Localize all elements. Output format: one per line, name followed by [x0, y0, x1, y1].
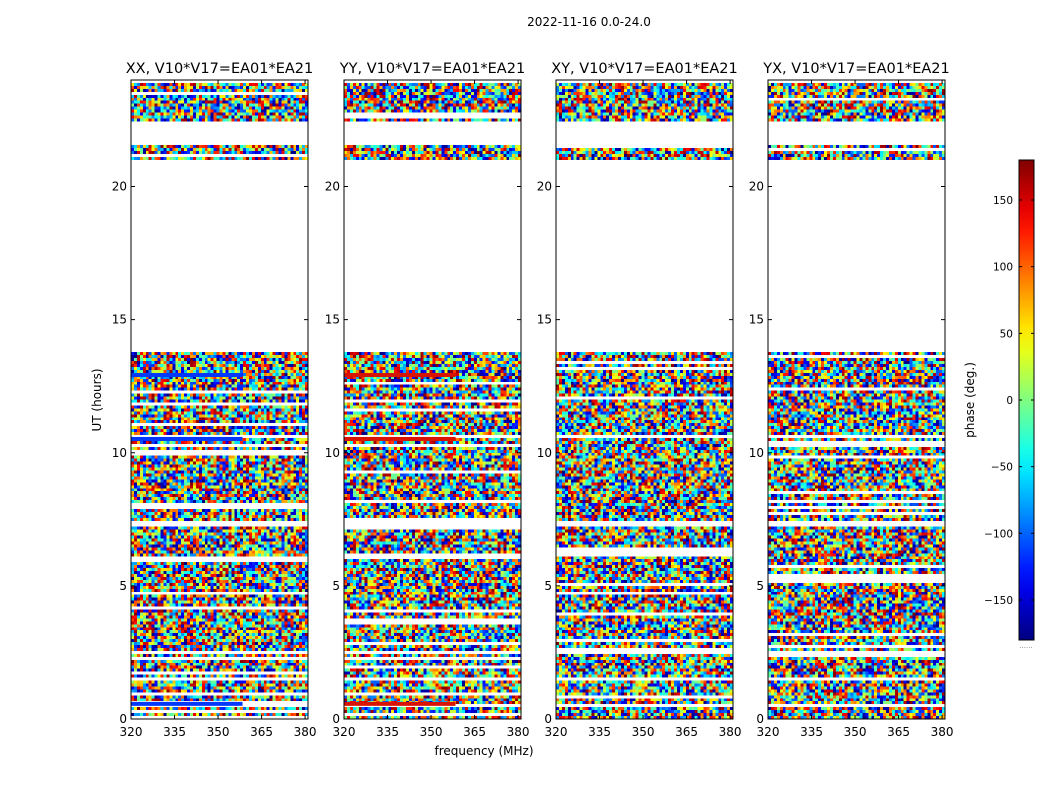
y-tick-label-2-3: 15 [537, 313, 552, 327]
colorbar-tick-label-3: 0 [1006, 395, 1013, 407]
panels: XX, V10*V17=EA01*EA21 320 335 350 365 380 0 5 10… [112, 61, 954, 739]
figure-title: 2022-11-16 0.0-24.0 [527, 15, 651, 29]
phase-band-0-0 [131, 436, 243, 441]
x-tick-label-2-4: 380 [719, 725, 742, 739]
y-tick-label-1-2: 10 [325, 446, 340, 460]
colorbar-tick-label-4: 50 [1000, 328, 1013, 340]
heatmap-image-1 [344, 80, 521, 719]
x-tick-label-3-3: 365 [887, 725, 910, 739]
phase-band-0-1 [131, 373, 243, 378]
axes-frame-1 [343, 79, 522, 720]
x-tick-label-1-0: 320 [333, 725, 356, 739]
y-tick-label-0-2: 10 [112, 446, 127, 460]
y-tick-label-1-0: 0 [332, 712, 340, 726]
y-tick-label-2-0: 0 [544, 712, 552, 726]
x-tick-label-2-3: 365 [675, 725, 698, 739]
y-tick-label-3-2: 10 [749, 446, 764, 460]
x-tick-label-0-3: 365 [250, 725, 273, 739]
panel-title-3: YX, V10*V17=EA01*EA21 [762, 61, 949, 77]
x-tick-label-2-0: 320 [545, 725, 568, 739]
panel-title-0: XX, V10*V17=EA01*EA21 [126, 61, 314, 77]
panel-3: YX, V10*V17=EA01*EA21 320 335 350 365 380 0 5 10… [749, 61, 954, 739]
heatmap-image-2 [556, 80, 733, 719]
y-tick-label-3-1: 5 [756, 579, 764, 593]
phase-band-1-0 [344, 436, 456, 441]
colorbar-tick-label-1: −100 [984, 528, 1013, 540]
axes-frame-0 [130, 79, 309, 720]
colorbar-tick-label-6: 150 [993, 195, 1013, 207]
y-tick-label-3-4: 20 [749, 180, 764, 194]
x-axis-label: frequency (MHz) [434, 744, 533, 758]
y-tick-label-2-4: 20 [537, 180, 552, 194]
x-tick-label-3-0: 320 [757, 725, 780, 739]
y-tick-label-3-0: 0 [756, 712, 764, 726]
heatmap-image-0 [131, 80, 308, 719]
x-tick-label-0-0: 320 [120, 725, 143, 739]
axes-frame-3 [767, 79, 946, 720]
x-tick-label-3-1: 335 [800, 725, 823, 739]
phase-band-0-2 [131, 701, 243, 706]
x-tick-label-3-4: 380 [931, 725, 954, 739]
x-tick-label-1-2: 350 [420, 725, 443, 739]
x-tick-label-2-1: 335 [588, 725, 611, 739]
y-tick-label-1-4: 20 [325, 180, 340, 194]
panel-1: YY, V10*V17=EA01*EA21 320 335 350 365 380 0 5 10… [325, 61, 530, 739]
colorbar-tick-label-5: 100 [993, 262, 1013, 274]
colorbar: −150 −100 −50 0 50 100 150 phase (deg.)...... [963, 159, 1035, 650]
panel-0: XX, V10*V17=EA01*EA21 320 335 350 365 380 0 5 10… [112, 61, 317, 739]
y-tick-label-0-0: 0 [119, 712, 127, 726]
y-axis-label: UT (hours) [90, 368, 104, 431]
panel-title-1: YY, V10*V17=EA01*EA21 [339, 61, 525, 77]
colorbar-tick-label-0: −150 [984, 595, 1013, 607]
panel-2: XY, V10*V17=EA01*EA21 320 335 350 365 380 0 5 10… [537, 61, 742, 739]
x-tick-label-0-1: 335 [163, 725, 186, 739]
colorbar-label: phase (deg.) [963, 362, 977, 438]
phase-band-1-2 [344, 701, 456, 706]
y-tick-label-0-1: 5 [119, 579, 127, 593]
colorbar-tick-label-2: −50 [991, 462, 1013, 474]
y-tick-label-2-2: 10 [537, 446, 552, 460]
x-tick-label-1-3: 365 [463, 725, 486, 739]
x-tick-label-0-2: 350 [207, 725, 230, 739]
x-tick-label-1-4: 380 [507, 725, 530, 739]
colorbar-footer: ...... [1019, 642, 1032, 650]
y-tick-label-1-3: 15 [325, 313, 340, 327]
y-tick-label-0-4: 20 [112, 180, 127, 194]
y-tick-label-2-1: 5 [544, 579, 552, 593]
x-tick-label-3-2: 350 [844, 725, 867, 739]
y-tick-label-1-1: 5 [332, 579, 340, 593]
x-tick-label-0-4: 380 [294, 725, 317, 739]
y-tick-label-3-3: 15 [749, 313, 764, 327]
panel-title-2: XY, V10*V17=EA01*EA21 [551, 61, 737, 77]
x-tick-label-2-2: 350 [632, 725, 655, 739]
heatmap-image-3 [768, 80, 945, 719]
x-tick-label-1-1: 335 [376, 725, 399, 739]
axes-frame-2 [555, 79, 734, 720]
phase-band-1-1 [344, 373, 456, 378]
y-tick-label-0-3: 15 [112, 313, 127, 327]
